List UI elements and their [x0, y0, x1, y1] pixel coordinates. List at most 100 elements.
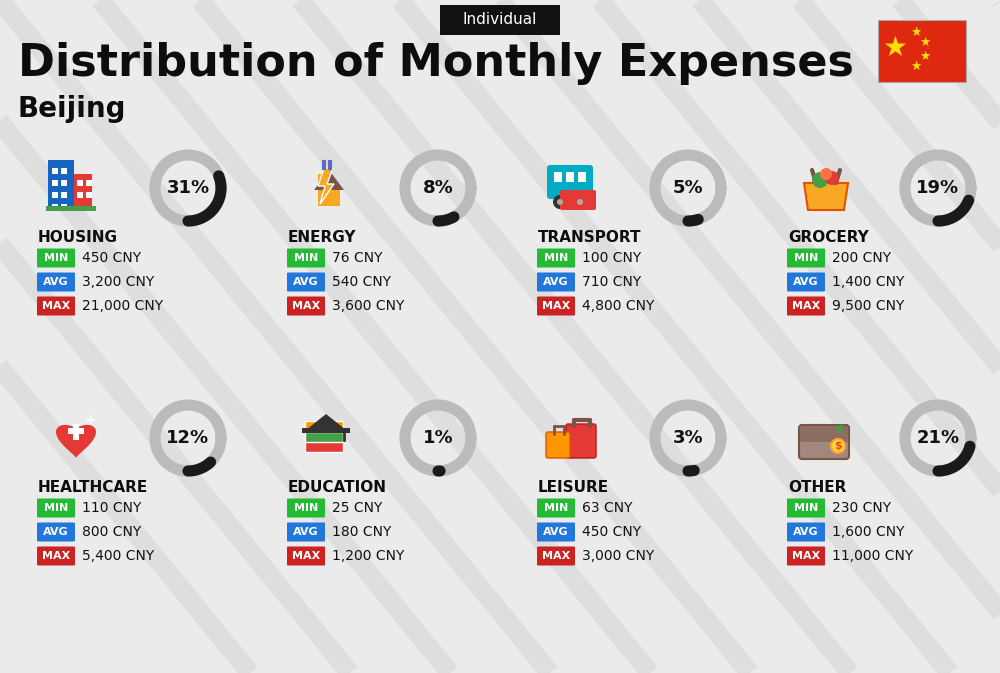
Text: 76 CNY: 76 CNY	[332, 251, 382, 265]
Text: 800 CNY: 800 CNY	[82, 525, 141, 539]
Circle shape	[825, 171, 839, 185]
FancyBboxPatch shape	[440, 5, 560, 35]
Text: AVG: AVG	[793, 527, 819, 537]
Text: 11,000 CNY: 11,000 CNY	[832, 549, 913, 563]
Circle shape	[812, 172, 828, 188]
FancyBboxPatch shape	[787, 273, 825, 291]
FancyBboxPatch shape	[787, 499, 825, 518]
Text: Distribution of Monthly Expenses: Distribution of Monthly Expenses	[18, 42, 854, 85]
Text: AVG: AVG	[293, 277, 319, 287]
Text: ★: ★	[919, 50, 931, 63]
Text: 19%: 19%	[916, 179, 960, 197]
FancyBboxPatch shape	[546, 432, 570, 458]
Text: HOUSING: HOUSING	[38, 230, 118, 245]
Text: 710 CNY: 710 CNY	[582, 275, 641, 289]
Text: MIN: MIN	[44, 503, 68, 513]
Text: ★: ★	[883, 34, 907, 62]
FancyBboxPatch shape	[787, 546, 825, 565]
FancyBboxPatch shape	[37, 248, 75, 267]
FancyBboxPatch shape	[305, 441, 343, 452]
Text: 1,400 CNY: 1,400 CNY	[832, 275, 904, 289]
Text: ENERGY: ENERGY	[288, 230, 356, 245]
Text: MAX: MAX	[292, 551, 320, 561]
Text: 1,200 CNY: 1,200 CNY	[332, 549, 404, 563]
Text: 100 CNY: 100 CNY	[582, 251, 641, 265]
Text: Beijing: Beijing	[18, 95, 126, 123]
FancyBboxPatch shape	[787, 522, 825, 542]
FancyBboxPatch shape	[46, 206, 96, 211]
Polygon shape	[56, 425, 96, 458]
Polygon shape	[318, 174, 340, 206]
Text: GROCERY: GROCERY	[788, 230, 869, 245]
FancyBboxPatch shape	[554, 172, 562, 182]
FancyBboxPatch shape	[305, 431, 343, 442]
Text: 63 CNY: 63 CNY	[582, 501, 633, 515]
FancyBboxPatch shape	[537, 522, 575, 542]
FancyBboxPatch shape	[37, 273, 75, 291]
FancyBboxPatch shape	[74, 174, 92, 206]
Text: AVG: AVG	[43, 527, 69, 537]
Text: MAX: MAX	[542, 301, 570, 311]
FancyBboxPatch shape	[287, 546, 325, 565]
Polygon shape	[314, 170, 344, 190]
FancyBboxPatch shape	[787, 297, 825, 316]
FancyBboxPatch shape	[537, 248, 575, 267]
FancyBboxPatch shape	[287, 273, 325, 291]
Text: 3,000 CNY: 3,000 CNY	[582, 549, 654, 563]
Text: 450 CNY: 450 CNY	[82, 251, 141, 265]
Text: 3,600 CNY: 3,600 CNY	[332, 299, 404, 313]
FancyBboxPatch shape	[52, 168, 58, 174]
FancyBboxPatch shape	[547, 165, 593, 199]
Text: AVG: AVG	[793, 277, 819, 287]
FancyBboxPatch shape	[86, 192, 92, 198]
Text: 5%: 5%	[673, 179, 703, 197]
Text: 180 CNY: 180 CNY	[332, 525, 391, 539]
Text: 31%: 31%	[166, 179, 210, 197]
FancyBboxPatch shape	[52, 192, 58, 198]
FancyBboxPatch shape	[61, 192, 67, 198]
FancyBboxPatch shape	[566, 172, 574, 182]
FancyBboxPatch shape	[799, 425, 849, 459]
FancyBboxPatch shape	[302, 428, 350, 433]
Text: 12%: 12%	[166, 429, 210, 447]
FancyBboxPatch shape	[560, 190, 596, 210]
Text: MIN: MIN	[44, 253, 68, 263]
Text: 230 CNY: 230 CNY	[832, 501, 891, 515]
FancyBboxPatch shape	[537, 273, 575, 291]
FancyBboxPatch shape	[787, 248, 825, 267]
Circle shape	[831, 439, 845, 453]
Text: +: +	[84, 413, 96, 427]
Text: 110 CNY: 110 CNY	[82, 501, 141, 515]
Text: MAX: MAX	[542, 551, 570, 561]
Text: 9,500 CNY: 9,500 CNY	[832, 299, 904, 313]
FancyBboxPatch shape	[48, 160, 74, 206]
FancyBboxPatch shape	[800, 426, 848, 442]
Text: MIN: MIN	[544, 253, 568, 263]
Text: MIN: MIN	[544, 503, 568, 513]
FancyBboxPatch shape	[37, 297, 75, 316]
FancyBboxPatch shape	[68, 428, 84, 434]
Text: OTHER: OTHER	[788, 480, 846, 495]
FancyBboxPatch shape	[287, 297, 325, 316]
Text: 1%: 1%	[423, 429, 453, 447]
FancyBboxPatch shape	[537, 297, 575, 316]
Polygon shape	[318, 168, 334, 204]
Text: 450 CNY: 450 CNY	[582, 525, 641, 539]
Text: $: $	[834, 441, 842, 451]
Text: MIN: MIN	[794, 253, 818, 263]
Text: MIN: MIN	[294, 503, 318, 513]
FancyBboxPatch shape	[37, 522, 75, 542]
Text: MIN: MIN	[794, 503, 818, 513]
Circle shape	[820, 168, 832, 180]
Text: 3,200 CNY: 3,200 CNY	[82, 275, 154, 289]
Text: 21,000 CNY: 21,000 CNY	[82, 299, 163, 313]
FancyBboxPatch shape	[37, 499, 75, 518]
Text: 1,600 CNY: 1,600 CNY	[832, 525, 904, 539]
Text: MAX: MAX	[792, 551, 820, 561]
FancyBboxPatch shape	[537, 499, 575, 518]
Text: LEISURE: LEISURE	[538, 480, 609, 495]
Text: MIN: MIN	[294, 253, 318, 263]
FancyBboxPatch shape	[287, 522, 325, 542]
Text: 540 CNY: 540 CNY	[332, 275, 391, 289]
Text: AVG: AVG	[543, 277, 569, 287]
